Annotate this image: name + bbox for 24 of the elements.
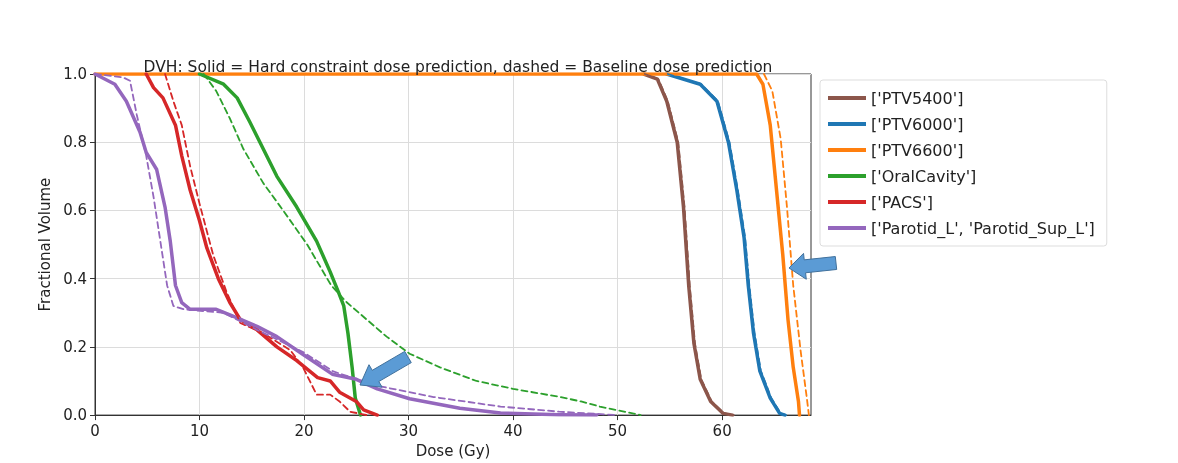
y-tick-label: 0.6 [63,201,87,220]
x-tick-label: 50 [608,421,628,440]
y-tick-label: 0.2 [63,337,87,356]
legend-label: ['Parotid_L', 'Parotid_Sup_L'] [871,218,1095,239]
line-series [763,73,810,416]
x-tick-label: 20 [294,421,314,440]
y-tick-label: 0.8 [63,133,87,152]
y-axis-title: Fractional Volume [35,177,54,312]
legend-label: ['PACS'] [871,192,933,212]
x-tick-label: 30 [399,421,419,440]
chart-title: DVH: Solid = Hard constraint dose prediction, dashed = Baseline dose prediction [143,58,773,76]
y-tick-label: 0.0 [63,406,87,425]
y-tick-label: 0.4 [63,269,87,288]
x-tick-label: 10 [189,421,210,440]
x-tick-label: 60 [712,421,732,440]
legend-label: ['PTV5400'] [871,88,964,108]
line-series [202,73,642,416]
legend-label: ['PTV6000'] [871,114,964,134]
x-tick-label: 0 [90,421,100,440]
legend-label: ['PTV6600'] [871,140,964,160]
y-tick-label: 1.0 [63,65,87,83]
x-axis-title: Dose (Gy) [415,441,491,460]
x-tick-label: 40 [503,421,523,440]
legend-label: ['OralCavity'] [871,166,977,186]
